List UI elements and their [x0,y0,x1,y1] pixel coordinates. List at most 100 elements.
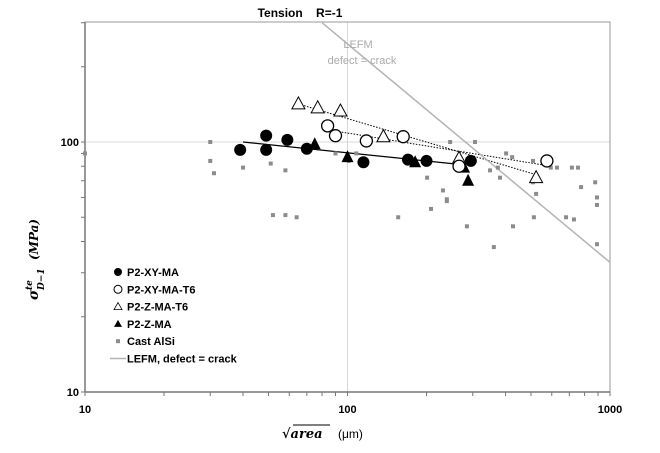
legend-marker-p2-xy-ma [114,268,122,276]
point-p2-z-ma [462,173,475,186]
point-cast-alsi [593,180,598,185]
point-cast-alsi [473,140,478,144]
point-cast-alsi [510,224,515,229]
point-p2-xy-ma [357,156,370,169]
legend: P2-XY-MA P2-XY-MA-T6 P2-Z-MA-T6 P2-Z-MA Cast… [110,267,238,366]
point-cast-alsi [531,158,536,163]
point-p2-xy-ma-t6 [320,119,335,133]
y-axis-label: σ te D−1 (MPa) [25,219,47,300]
y-tick-labels: 10 100 [61,137,79,399]
point-cast-alsi [211,171,216,176]
trend-lines [242,22,611,263]
legend-label-p2-xy-ma-t6: P2-XY-MA-T6 [127,284,195,296]
point-p2-z-ma-t6 [310,99,326,114]
point-cast-alsi [531,215,536,220]
lefm-line [321,22,611,263]
point-cast-alsi [294,215,299,220]
gridlines [85,22,610,392]
point-cast-alsi [564,215,569,220]
point-cast-alsi [571,217,576,222]
x-axis-label-unit: (μm) [338,427,363,441]
point-p2-xy-ma [420,154,433,167]
point-cast-alsi [579,185,584,190]
point-p2-xy-ma-t6 [396,130,410,144]
point-p2-z-ma-t6 [376,128,391,143]
point-p2-z-ma [341,150,354,163]
x-axis-label: √area (μm) [282,424,363,442]
point-cast-alsi [268,161,273,166]
point-cast-alsi [396,215,401,220]
point-cast-alsi [510,155,515,160]
x-tick-label: 100 [338,404,356,416]
y-axis-unit: (MPa) [27,219,41,260]
annotation-line2: defect = crack [328,55,397,67]
legend-marker-cast-alsi [116,339,120,344]
legend-label-p2-z-ma-t6: P2-Z-MA-T6 [127,302,188,314]
legend-label-lefm-defect-crack: LEFM, defect = crack [127,354,238,366]
point-cast-alsi [487,168,492,173]
point-p2-xy-ma [464,154,477,167]
x-tick-labels: 10 100 1000 [79,404,622,416]
point-cast-alsi [241,165,246,170]
point-cast-alsi [569,165,574,170]
legend-label-p2-xy-ma: P2-XY-MA [127,267,179,279]
point-cast-alsi [448,140,453,144]
x-tick-label: 10 [79,404,91,416]
point-p2-xy-ma-t6 [540,154,554,168]
point-cast-alsi [354,151,359,156]
point-cast-alsi [428,206,433,211]
point-cast-alsi [283,168,288,173]
point-cast-alsi [594,195,599,200]
point-cast-alsi [333,151,338,156]
point-p2-z-ma-t6 [333,102,348,117]
point-p2-z-ma [409,155,422,168]
y-tick-label: 100 [61,137,79,149]
point-cast-alsi [548,165,553,170]
x-tick-label: 1000 [598,404,622,416]
point-cast-alsi [270,213,275,218]
y-axis-sup: te [25,280,35,290]
point-cast-alsi [534,191,539,196]
y-axis-sub: D−1 [37,268,47,291]
point-cast-alsi [444,199,449,204]
point-cast-alsi [440,188,445,193]
point-p2-xy-ma [281,133,294,146]
point-p2-xy-ma-t6 [452,159,466,173]
point-cast-alsi [283,213,288,218]
point-cast-alsi [208,140,213,144]
annotation-line1: LEFM [343,39,372,51]
point-cast-alsi [497,175,502,180]
legend-label-p2-z-ma: P2-Z-MA [127,319,172,331]
data-points [83,95,599,250]
point-p2-xy-ma-t6 [328,129,343,143]
trend-line-p2-z-ma-t6 [298,103,537,176]
legend-label-cast-alsi: Cast AlSi [127,336,175,348]
chart-title: Tension R=-1 [258,6,343,20]
point-p2-xy-ma [300,142,313,155]
axes [81,21,611,396]
point-p2-xy-ma [401,153,414,166]
point-cast-alsi [425,175,430,180]
legend-marker-p2-z-ma [114,319,122,327]
x-axis-label-text: √area [282,427,323,442]
point-p2-xy-ma [260,143,273,156]
point-p2-z-ma-t6 [528,169,544,184]
point-cast-alsi [495,165,500,170]
legend-marker-p2-xy-ma-t6 [113,284,123,294]
point-p2-xy-ma [260,129,273,142]
legend-marker-p2-z-ma-t6 [113,301,123,311]
point-p2-xy-ma [234,143,247,156]
point-p2-z-ma-t6 [291,95,306,110]
point-cast-alsi [464,224,469,229]
point-cast-alsi [208,158,213,163]
point-cast-alsi [594,242,599,247]
point-cast-alsi [83,151,87,156]
point-cast-alsi [504,151,509,156]
point-cast-alsi [594,202,599,207]
point-cast-alsi [575,165,580,170]
y-tick-label: 10 [67,387,79,399]
y-axis-sigma: σ [26,289,42,300]
point-p2-xy-ma-t6 [359,134,374,148]
point-cast-alsi [554,165,559,170]
